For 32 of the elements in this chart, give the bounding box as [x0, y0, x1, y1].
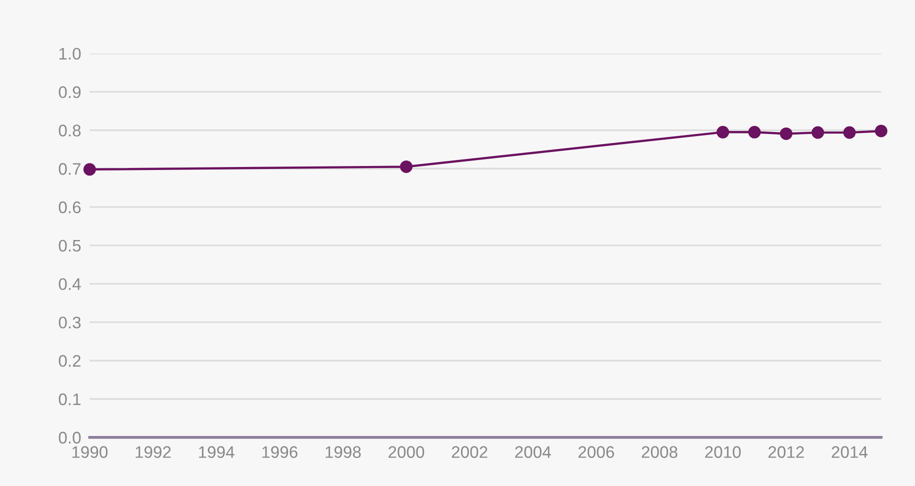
x-tick-label: 2010 — [705, 446, 741, 458]
y-tick-label: 0.2 — [58, 355, 80, 367]
point — [400, 160, 413, 173]
x-tick-label: 2006 — [578, 446, 614, 458]
point — [780, 127, 792, 140]
point — [83, 163, 96, 176]
x-tick-label: 2000 — [388, 446, 424, 458]
point — [812, 126, 824, 139]
point — [748, 126, 761, 138]
x-tick-label: 2012 — [768, 446, 804, 458]
x-tick-label: 1992 — [136, 446, 171, 458]
y-tick-label: 0.7 — [58, 163, 80, 175]
y-tick-label: 0.9 — [58, 86, 81, 98]
y-tick-label: 0.1 — [58, 393, 81, 406]
y-tick-label: 0.6 — [58, 201, 81, 214]
x-tick-label: 1996 — [262, 446, 298, 458]
point — [874, 124, 888, 138]
y-tick-label: 0.5 — [58, 240, 81, 252]
x-tick-label: 2002 — [452, 446, 488, 458]
x-tick-label: 2004 — [515, 446, 551, 458]
y-tick-label: 0.0 — [58, 432, 81, 444]
y-tick-label: 1.0 — [59, 48, 81, 60]
y-tick-label: 0.4 — [58, 278, 81, 290]
x-tick-label: 2008 — [642, 446, 678, 458]
y-tick-label: 0.8 — [58, 124, 81, 136]
x-tick-label: 1994 — [199, 446, 234, 458]
point — [716, 126, 730, 138]
point — [843, 126, 856, 139]
x-tick-label: 2014 — [832, 446, 868, 458]
x-tick-label: 1990 — [72, 446, 108, 458]
x-tick-label: 1998 — [326, 446, 361, 458]
y-tick-label: 0.3 — [58, 316, 81, 328]
